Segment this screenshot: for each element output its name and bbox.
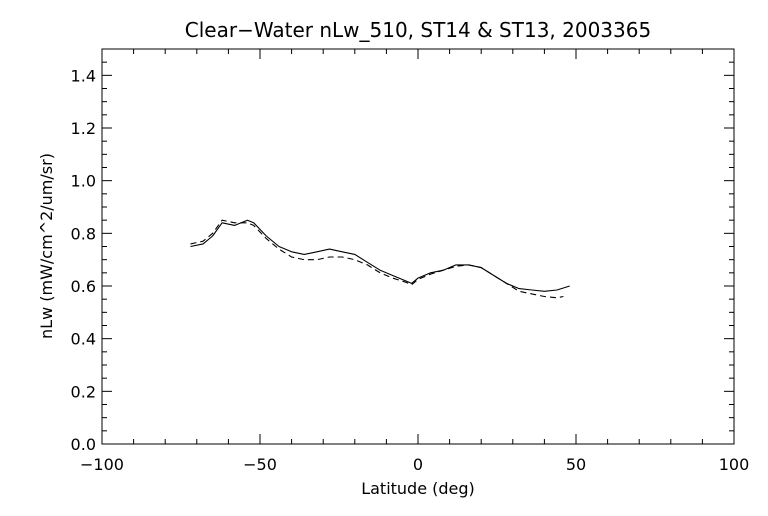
y-tick-label: 0.0 — [71, 435, 96, 454]
x-axis-label: Latitude (deg) — [361, 479, 475, 498]
y-tick-label: 0.4 — [71, 330, 96, 349]
x-tick-label: 100 — [719, 455, 750, 474]
x-tick-label: −100 — [80, 455, 124, 474]
series-line-dashed — [190, 219, 564, 299]
x-tick-label: 0 — [413, 455, 423, 474]
series-lines — [190, 219, 570, 299]
y-tick-label: 1.2 — [71, 119, 96, 138]
series-line-solid — [190, 219, 570, 292]
chart-title: Clear−Water nLw_510, ST14 & ST13, 200336… — [185, 18, 651, 42]
plot-frame — [101, 48, 735, 445]
y-axis-label: nLw (mW/cm^2/um/sr) — [37, 153, 56, 339]
axis-tick-labels: −100 −50 0 50 100 0.0 0.2 0.4 0.6 0.8 1.0 1.2 1.4 — [71, 66, 750, 474]
y-tick-label: 0.2 — [71, 382, 96, 401]
y-tick-label: 1.0 — [71, 172, 96, 191]
axis-ticks — [101, 48, 735, 445]
x-tick-label: −50 — [243, 455, 277, 474]
y-tick-label: 1.4 — [71, 66, 96, 85]
x-tick-label: 50 — [566, 455, 586, 474]
y-tick-label: 0.6 — [71, 277, 96, 296]
y-tick-label: 0.8 — [71, 224, 96, 243]
